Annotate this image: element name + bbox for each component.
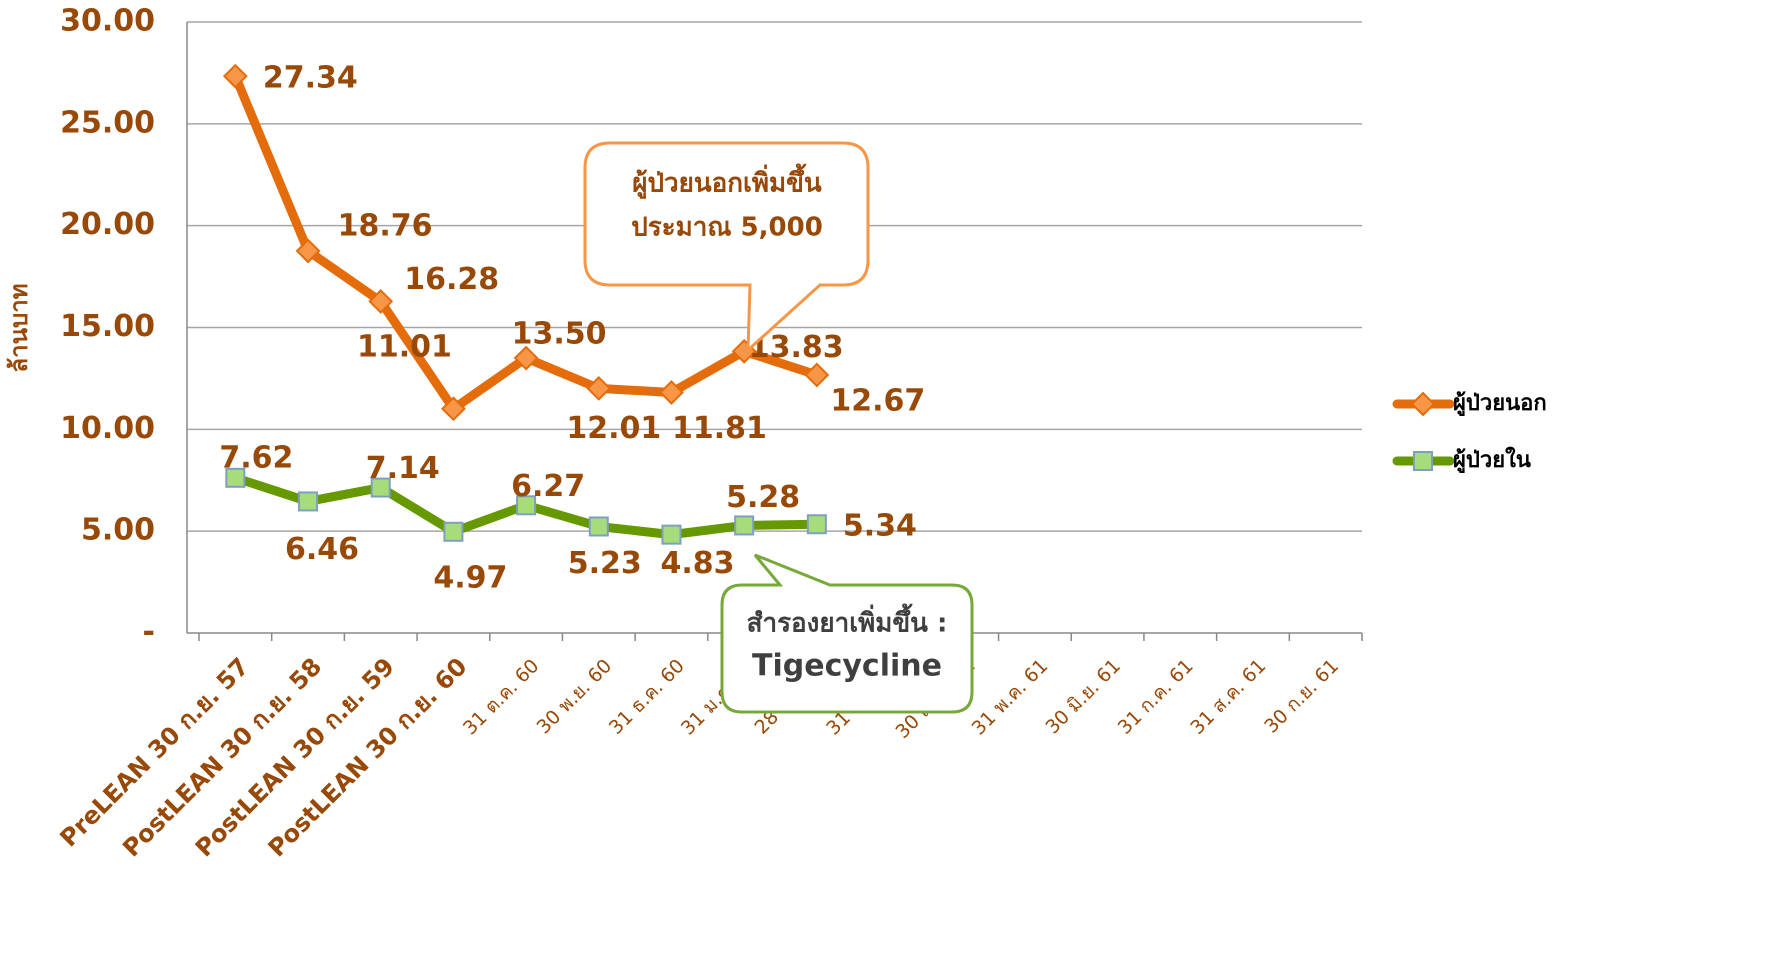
legend-label: ผู้ป่วยใน xyxy=(1453,446,1531,474)
data-label: 18.76 xyxy=(338,208,433,243)
legend-marker xyxy=(1412,393,1434,415)
data-label: 4.83 xyxy=(660,546,734,581)
y-tick-label: 30.00 xyxy=(60,4,155,39)
y-tick-label: 15.00 xyxy=(60,309,155,344)
y-tick-label: 10.00 xyxy=(60,411,155,446)
annotation-text: Tigecycline xyxy=(752,649,942,684)
annotation-text: สำรองยาเพิ่มขึ้น : xyxy=(747,603,948,639)
data-label: 11.01 xyxy=(357,329,452,364)
y-tick-label: 5.00 xyxy=(81,513,155,548)
x-tick-label: 31 ต.ค. 60 xyxy=(459,655,544,740)
legend-marker xyxy=(1414,452,1432,470)
legend-label: ผู้ป่วยนอก xyxy=(1453,391,1547,417)
data-label: 5.28 xyxy=(726,480,800,515)
marker xyxy=(444,523,462,541)
data-label: 5.34 xyxy=(843,509,917,544)
data-label: 6.46 xyxy=(285,532,359,567)
data-label: 6.27 xyxy=(511,469,585,504)
annotation-text: ผู้ป่วยนอกเพิ่มขึ้น xyxy=(632,163,822,200)
marker xyxy=(735,516,753,534)
data-label: 4.97 xyxy=(433,560,507,595)
data-label: 7.62 xyxy=(219,440,293,475)
marker xyxy=(299,492,317,510)
marker xyxy=(806,364,828,386)
data-label: 7.14 xyxy=(366,451,440,486)
x-tick-label: 31 ธ.ค. 60 xyxy=(605,655,689,739)
marker xyxy=(662,526,680,544)
data-label: 16.28 xyxy=(404,262,499,297)
y-tick-label: 20.00 xyxy=(60,207,155,242)
y-tick-label: 25.00 xyxy=(60,105,155,140)
marker xyxy=(590,517,608,535)
data-label: 12.67 xyxy=(830,383,925,418)
y-axis-label: ล้านบาท xyxy=(5,283,33,372)
x-tick-label: 30 ก.ย. 61 xyxy=(1260,655,1343,738)
data-label: 11.81 xyxy=(672,411,767,446)
annotation-text: ประมาณ 5,000 xyxy=(631,213,823,243)
chart: ล้านบาท -5.0010.0015.0020.0025.0030.00Pr… xyxy=(0,0,1772,964)
x-tick-label: 31 ส.ค. 61 xyxy=(1186,655,1270,739)
x-tick-label: 30 มิ.ย. 61 xyxy=(1041,655,1125,739)
page: {"chart_data":{"type":"line", "y_label":… xyxy=(0,0,1772,964)
x-tick-label: 30 พ.ย. 60 xyxy=(533,655,617,739)
data-label: 5.23 xyxy=(568,546,642,581)
marker xyxy=(808,515,826,533)
plot: -5.0010.0015.0020.0025.0030.00PreLEAN 30… xyxy=(55,4,1547,863)
data-label: 12.01 xyxy=(566,411,661,446)
y-tick-label: - xyxy=(143,615,155,650)
data-label: 27.34 xyxy=(263,61,358,96)
x-tick-label: 31 พ.ค. 61 xyxy=(968,655,1053,740)
x-tick-label: 31 ก.ค. 61 xyxy=(1114,655,1198,739)
data-label: 13.50 xyxy=(512,317,607,352)
